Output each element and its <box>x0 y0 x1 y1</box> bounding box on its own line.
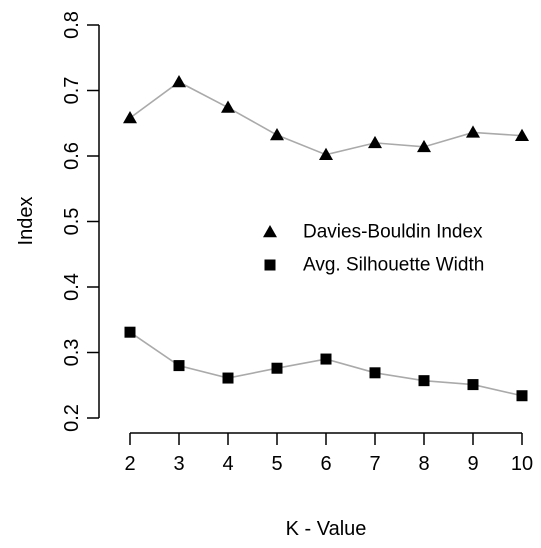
data-point-triangle <box>319 147 333 160</box>
y-axis-title: Index <box>15 197 37 246</box>
x-tick-label: 5 <box>271 453 282 475</box>
legend: Davies-Bouldin Index Avg. Silhouette Widt… <box>263 222 484 276</box>
series-square <box>124 326 528 402</box>
data-point-triangle <box>172 74 186 88</box>
x-tick-label: 10 <box>511 453 533 475</box>
y-axis: 0.2 0.3 0.4 0.5 0.6 0.7 0.8 <box>61 11 100 432</box>
y-tick-label: 0.7 <box>61 77 83 105</box>
data-point-triangle <box>221 100 235 113</box>
series-layer <box>123 74 529 402</box>
x-tick-label: 3 <box>173 453 184 475</box>
data-point-square <box>369 367 381 379</box>
data-point-triangle <box>368 135 382 149</box>
legend-label: Davies-Bouldin Index <box>303 222 483 243</box>
x-tick-label: 2 <box>124 453 135 475</box>
series-triangle <box>123 74 529 160</box>
data-point-triangle <box>417 139 431 153</box>
data-point-triangle <box>123 111 137 124</box>
x-axis: 2 3 4 5 6 7 8 9 10 <box>124 432 533 475</box>
y-tick-label: 0.6 <box>61 142 83 170</box>
data-point-square <box>320 353 332 365</box>
x-axis-title: K - Value <box>286 518 367 540</box>
x-tick-label: 8 <box>418 453 429 475</box>
legend-label: Avg. Silhouette Width <box>303 255 484 276</box>
x-tick-label: 7 <box>369 453 380 475</box>
y-tick-label: 0.2 <box>61 404 83 432</box>
legend-marker-triangle <box>263 225 277 238</box>
y-tick-label: 0.8 <box>61 11 83 39</box>
legend-marker-square <box>264 259 276 271</box>
data-point-triangle <box>515 128 529 141</box>
data-point-triangle <box>270 128 284 141</box>
data-point-triangle <box>466 125 480 138</box>
y-tick-label: 0.4 <box>61 273 83 301</box>
data-point-square <box>222 372 234 384</box>
x-tick-label: 6 <box>320 453 331 475</box>
data-point-square <box>418 375 430 387</box>
y-tick-label: 0.5 <box>61 208 83 236</box>
y-tick-label: 0.3 <box>61 339 83 367</box>
data-point-square <box>271 362 283 374</box>
data-point-square <box>173 360 185 372</box>
data-point-square <box>124 326 136 338</box>
x-tick-label: 9 <box>467 453 478 475</box>
series-line <box>129 81 523 156</box>
data-point-square <box>516 390 528 402</box>
x-tick-label: 4 <box>222 453 233 475</box>
data-point-square <box>467 379 479 391</box>
